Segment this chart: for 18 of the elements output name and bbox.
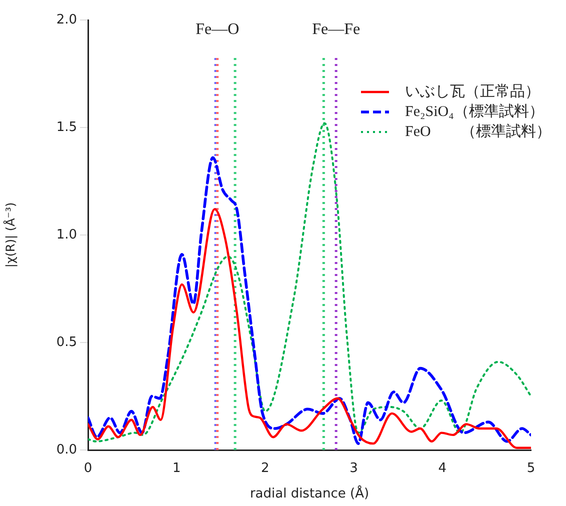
x-tick-label: 5: [526, 461, 536, 476]
y-tick-label: 1.5: [56, 120, 77, 135]
legend-label: FeO （標準試料）: [405, 122, 551, 140]
x-tick-label: 2: [261, 461, 270, 476]
x-tick-label: 0: [84, 461, 92, 476]
legend-label: いぶし瓦（正常品）: [405, 82, 540, 100]
x-axis-title: radial distance (Å): [250, 484, 370, 502]
ref-line-label: Fe—Fe: [312, 21, 360, 38]
ref-line-label: Fe—O: [196, 21, 240, 38]
y-tick-label: 0.0: [56, 442, 77, 458]
y-tick-label: 0.5: [56, 334, 77, 350]
y-tick-label: 2.0: [56, 12, 77, 28]
y-axis-title: |χ(R)| (Å⁻³): [2, 202, 18, 268]
x-tick-label: 1: [172, 461, 181, 476]
y-tick-label: 1.0: [56, 227, 77, 242]
x-tick-label: 3: [350, 461, 358, 476]
x-tick-label: 4: [438, 461, 447, 476]
legend-label: Fe₂SiO₄（標準試料）: [405, 102, 544, 120]
